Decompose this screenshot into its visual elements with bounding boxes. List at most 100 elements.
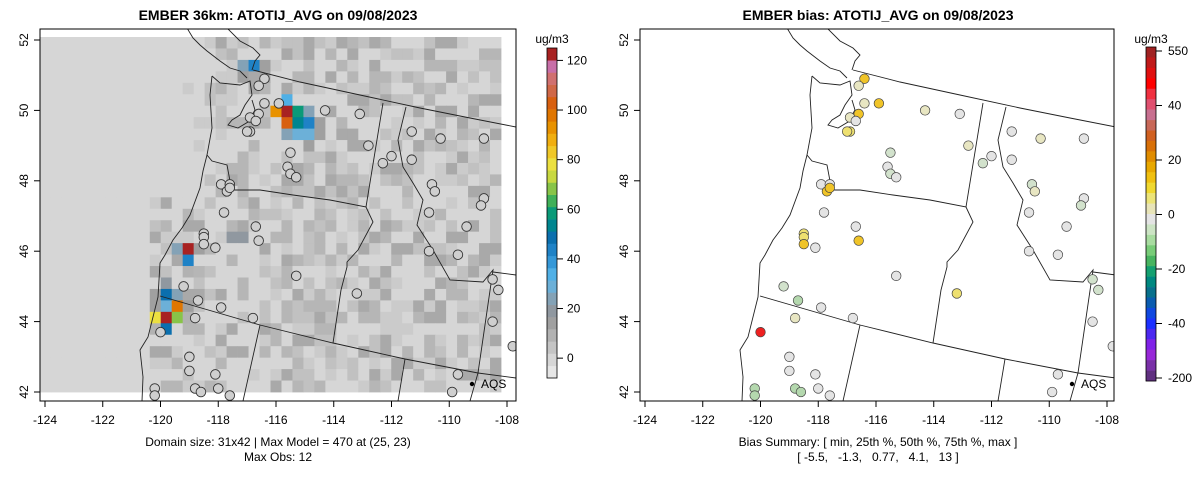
grid-cell — [182, 94, 195, 107]
grid-cell — [336, 311, 348, 324]
bias-station-marker — [1093, 284, 1104, 296]
grid-cell — [281, 117, 293, 130]
grid-cell — [270, 48, 282, 61]
grid-cell — [369, 266, 381, 278]
bias-station-marker — [841, 126, 853, 137]
grid-cell — [149, 357, 162, 370]
obs-station-marker — [184, 351, 195, 363]
grid-cell — [226, 243, 238, 255]
grid-cell — [435, 254, 447, 267]
grid-cell — [292, 105, 304, 118]
bias-station-marker — [1006, 126, 1017, 137]
grid-cell — [490, 140, 502, 152]
grid-cell — [336, 334, 348, 347]
grid-cell — [490, 197, 502, 210]
bias-station-marker — [919, 105, 931, 116]
grid-cell — [391, 197, 403, 210]
grid-cell — [40, 266, 52, 278]
grid-cell — [314, 208, 326, 221]
grid-cell — [457, 185, 469, 198]
grid-cell — [171, 71, 184, 84]
y-tick-label: 44 — [617, 315, 631, 329]
grid-cell — [72, 197, 85, 210]
grid-cell — [468, 277, 480, 290]
grid-cell — [336, 59, 348, 72]
grid-cell — [380, 277, 392, 290]
grid-cell — [182, 357, 195, 370]
grid-cell — [402, 369, 414, 381]
grid-cell — [380, 357, 392, 370]
grid-cell — [457, 334, 469, 347]
grid-cell — [325, 174, 337, 187]
grid-cell — [149, 346, 162, 359]
grid-cell — [215, 94, 227, 107]
grid-cell — [325, 48, 337, 61]
obs-station-marker — [354, 108, 365, 120]
grid-cell — [193, 151, 206, 164]
grid-cell — [40, 37, 52, 49]
bias-summary-values: [ -5.5, -1.3, 0.77, 4.1, 13 ] — [797, 450, 958, 464]
grid-cell — [171, 82, 184, 95]
grid-cell — [457, 71, 469, 84]
grid-cell — [457, 208, 469, 221]
bias-station-marker — [963, 140, 974, 151]
grid-cell — [281, 288, 293, 301]
grid-cell — [402, 266, 414, 278]
colorbar-tick-label: 40 — [1168, 99, 1182, 113]
grid-cell — [193, 48, 206, 61]
grid-cell — [358, 128, 370, 141]
grid-cell — [94, 48, 107, 61]
grid-cell — [149, 71, 162, 84]
grid-cell — [127, 105, 140, 118]
grid-cell — [479, 140, 491, 152]
grid-cell — [193, 369, 206, 381]
grid-cell — [468, 220, 480, 233]
grid-cell — [424, 266, 436, 278]
grid-cell — [325, 37, 337, 49]
obs-station-marker — [475, 200, 487, 211]
grid-cell — [446, 323, 458, 336]
grid-cell — [215, 37, 227, 49]
grid-cell — [369, 334, 381, 347]
grid-cell — [237, 277, 249, 290]
grid-cell — [215, 231, 227, 244]
grid-cell — [314, 254, 326, 267]
grid-cell — [479, 37, 491, 49]
colorbar-swatch — [1146, 88, 1156, 100]
grid-cell — [270, 311, 282, 324]
grid-cell — [358, 185, 370, 198]
grid-cell — [281, 208, 293, 221]
grid-cell — [281, 334, 293, 347]
grid-cell — [281, 59, 293, 72]
grid-cell — [171, 266, 184, 278]
grid-cell — [292, 128, 304, 141]
grid-cell — [204, 140, 217, 152]
grid-cell — [281, 300, 293, 313]
grid-cell — [72, 323, 85, 336]
grid-cell — [358, 48, 370, 61]
grid-cell — [358, 380, 370, 393]
grid-cell — [413, 105, 425, 118]
colorbar-swatch — [547, 353, 557, 367]
grid-cell — [116, 48, 129, 61]
grid-cell — [149, 197, 162, 210]
grid-cell — [369, 197, 381, 210]
grid-cell — [325, 231, 337, 244]
colorbar-swatch — [547, 121, 557, 134]
grid-cell — [160, 128, 173, 141]
grid-cell — [424, 117, 436, 130]
grid-cell — [237, 59, 249, 72]
grid-cell — [435, 37, 447, 49]
grid-cell — [369, 323, 381, 336]
grid-cell — [237, 266, 249, 278]
bias-station-marker — [891, 172, 902, 183]
grid-cell — [127, 37, 140, 49]
grid-cell — [314, 277, 326, 290]
grid-cell — [149, 334, 162, 347]
grid-cell — [160, 185, 173, 198]
grid-cell — [303, 300, 315, 313]
grid-cell — [380, 254, 392, 267]
grid-cell — [105, 277, 118, 290]
grid-cell — [248, 162, 260, 175]
grid-cell — [391, 243, 403, 255]
